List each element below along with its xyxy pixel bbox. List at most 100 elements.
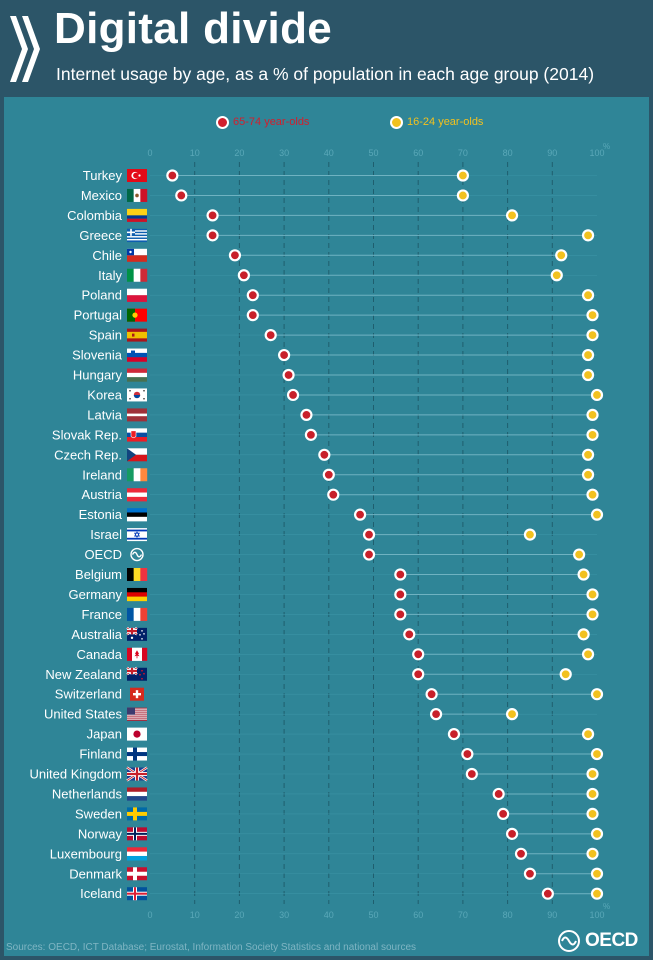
canada-flag-icon bbox=[134, 650, 140, 657]
australia-flag-icon bbox=[130, 636, 134, 640]
ireland-flag-icon bbox=[140, 468, 148, 482]
new-zealand-flag-icon bbox=[141, 669, 143, 672]
australia-flag-icon bbox=[141, 630, 143, 632]
spain-flag-icon bbox=[127, 331, 147, 339]
country-label: Luxembourg bbox=[50, 846, 122, 861]
country-label: Latvia bbox=[87, 407, 122, 422]
korea-flag-icon bbox=[133, 394, 141, 399]
usa-flag-icon bbox=[127, 716, 147, 718]
greece-flag-icon bbox=[127, 231, 135, 234]
chart-title: Digital divide bbox=[54, 4, 333, 53]
new-zealand-flag-icon bbox=[127, 669, 137, 673]
sweden-flag-icon bbox=[127, 811, 147, 816]
chile-flag-icon bbox=[129, 250, 132, 254]
point-16-24 bbox=[586, 807, 599, 821]
point-65-74 bbox=[300, 408, 313, 421]
austria-flag-icon bbox=[127, 492, 147, 498]
usa-flag-icon bbox=[127, 711, 147, 713]
x-tick-label-bottom: 10 bbox=[190, 910, 200, 920]
country-label: Chile bbox=[92, 248, 122, 263]
point-16-24 bbox=[581, 229, 595, 242]
point-16-24 bbox=[586, 309, 599, 322]
country-label: Israel bbox=[90, 527, 122, 542]
x-tick-label-top: 50 bbox=[368, 148, 378, 158]
x-tick-label-top: 90 bbox=[547, 148, 557, 158]
france-flag-icon bbox=[127, 607, 134, 621]
new-zealand-flag-icon bbox=[143, 672, 145, 675]
czech-flag-icon bbox=[127, 454, 147, 462]
point-65-74 bbox=[447, 727, 461, 741]
x-tick-label-top: 0 bbox=[147, 148, 152, 158]
korea-flag-icon bbox=[129, 398, 131, 400]
country-label: Belgium bbox=[75, 567, 122, 582]
slovakia-flag-icon bbox=[127, 437, 147, 442]
point-16-24 bbox=[523, 528, 537, 541]
point-16-24 bbox=[581, 289, 595, 302]
point-16-24 bbox=[577, 568, 590, 581]
slovenia-flag-icon bbox=[131, 350, 135, 356]
point-16-24 bbox=[586, 428, 599, 441]
point-16-24 bbox=[586, 847, 599, 860]
country-label: Iceland bbox=[80, 886, 122, 901]
x-tick-label-bottom: 100 bbox=[589, 910, 604, 920]
norway-flag-icon bbox=[127, 832, 147, 835]
belgium-flag-icon bbox=[133, 568, 141, 581]
netherlands-flag-icon bbox=[127, 796, 147, 801]
hungary-flag-icon bbox=[127, 377, 147, 382]
point-16-24 bbox=[581, 368, 595, 382]
italy-flag-icon bbox=[133, 268, 141, 282]
x-tick-label-top: 70 bbox=[458, 148, 468, 158]
usa-flag-icon bbox=[127, 712, 147, 714]
czech-flag-icon bbox=[127, 448, 136, 462]
austria-flag-icon bbox=[127, 496, 147, 502]
italy-flag-icon bbox=[140, 268, 148, 282]
mexico-flag-icon bbox=[135, 193, 139, 198]
canada-flag-icon bbox=[136, 655, 138, 659]
country-label: Italy bbox=[98, 268, 122, 283]
legend: 65-74 year-olds 16-24 year-olds bbox=[0, 112, 653, 132]
legend-older-dot-icon bbox=[216, 115, 229, 129]
italy-flag-icon bbox=[127, 268, 134, 282]
usa-flag-icon bbox=[127, 717, 147, 719]
belgium-flag-icon bbox=[140, 568, 148, 581]
country-label: Austria bbox=[82, 487, 123, 502]
point-16-24 bbox=[586, 787, 599, 801]
country-label: New Zealand bbox=[45, 667, 122, 682]
iceland-flag-icon bbox=[127, 892, 147, 895]
country-label: Poland bbox=[82, 288, 122, 303]
x-tick-label-top: 80 bbox=[503, 148, 513, 158]
legend-item-younger: 16-24 year-olds bbox=[390, 112, 483, 132]
colombia-flag-icon bbox=[127, 215, 147, 219]
point-65-74 bbox=[514, 847, 528, 860]
country-label: Netherlands bbox=[52, 786, 123, 801]
country-label: Turkey bbox=[83, 168, 123, 183]
point-65-74 bbox=[318, 448, 331, 461]
point-16-24 bbox=[550, 269, 563, 282]
point-16-24 bbox=[559, 668, 572, 681]
point-16-24 bbox=[590, 887, 604, 900]
hungary-flag-icon bbox=[127, 372, 147, 378]
slovenia-flag-icon bbox=[127, 352, 147, 358]
point-65-74 bbox=[353, 508, 367, 521]
usa-flag-icon bbox=[127, 714, 147, 716]
point-16-24 bbox=[586, 408, 599, 421]
point-65-74 bbox=[166, 169, 179, 182]
turkey-flag-icon bbox=[138, 174, 141, 177]
portugal-flag-icon bbox=[132, 312, 138, 318]
x-tick-label-bottom: 70 bbox=[458, 910, 468, 920]
chart-panel bbox=[4, 97, 649, 956]
point-65-74 bbox=[286, 388, 300, 402]
korea-flag-icon bbox=[143, 390, 145, 392]
usa-flag-icon bbox=[127, 707, 135, 715]
point-16-24 bbox=[456, 189, 469, 202]
mexico-flag-icon bbox=[140, 188, 148, 202]
estonia-flag-icon bbox=[127, 512, 147, 518]
chile-flag-icon bbox=[127, 248, 147, 256]
israel-flag-icon bbox=[127, 529, 147, 532]
point-16-24 bbox=[586, 588, 599, 601]
point-65-74 bbox=[541, 887, 554, 900]
greece-flag-icon bbox=[127, 230, 147, 232]
country-label: Finland bbox=[79, 747, 122, 762]
